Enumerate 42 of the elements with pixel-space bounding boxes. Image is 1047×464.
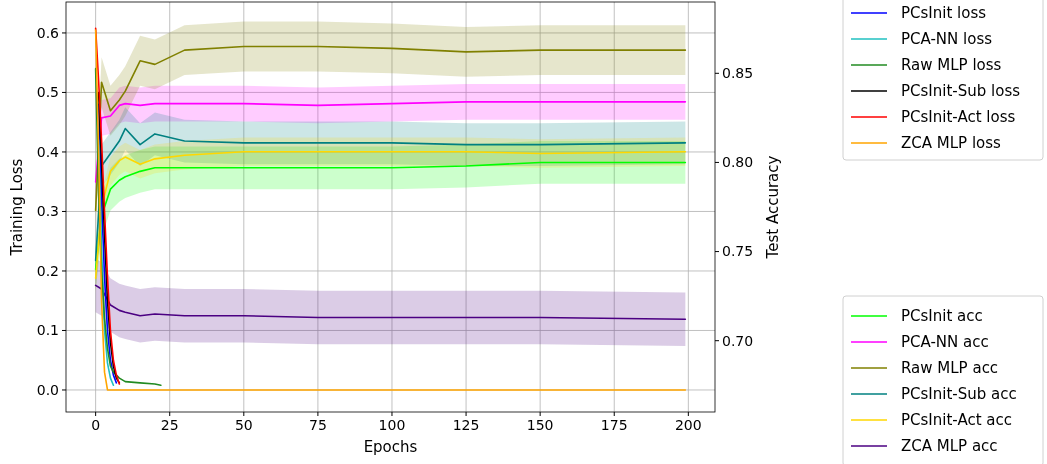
legend-label: PCsInit-Act loss [901,108,1016,127]
x-tick-label: 50 [234,417,253,433]
line-series [94,45,687,212]
x-tick-label: 125 [452,417,480,433]
y-tick-label: 0.2 [36,262,59,279]
y-tick-label: 0.6 [36,24,60,41]
y-tick-label: 0.1 [36,322,59,339]
legend-label: PCsInit loss [901,4,987,23]
line-series [94,127,687,262]
x-tick-label: 150 [526,417,554,433]
y2-axis-title: Test Accuracy [764,155,782,260]
legend-label: ZCA MLP acc [901,437,998,456]
y-axis-title: Training Loss [8,158,26,257]
legend-label: PCsInit-Sub acc [901,385,1017,404]
x-tick-label: 100 [378,417,406,433]
line-series [94,29,687,391]
line-series [94,161,687,271]
y2-tick-label: 0.70 [722,332,754,349]
legend-label: PCsInit-Sub loss [901,82,1021,101]
x-tick-label: 0 [91,417,101,433]
x-axis-title: Epochs [363,438,418,456]
legend-label: PCsInit-Act acc [901,411,1012,430]
legend-label: PCA-NN loss [901,30,993,49]
line-series [94,27,121,385]
y-tick-label: 0.0 [36,381,59,398]
legend-label: Raw MLP loss [901,56,1002,75]
y-tick-label: 0.5 [36,84,59,101]
x-tick-label: 25 [160,417,179,433]
y-tick-label: 0.3 [36,203,59,220]
x-tick-label: 200 [674,417,702,433]
legend-label: PCA-NN acc [901,333,989,352]
y2-tick-label: 0.75 [722,243,754,260]
line-series [94,284,687,321]
y-tick-label: 0.4 [36,143,60,160]
legend-label: Raw MLP acc [901,359,999,378]
x-tick-label: 175 [600,417,628,433]
y2-tick-label: 0.85 [722,65,754,82]
line-series [94,101,687,183]
legend-label: ZCA MLP loss [901,134,1002,153]
y2-tick-label: 0.80 [722,154,754,171]
x-tick-label: 75 [308,417,327,433]
legend-label: PCsInit acc [901,307,983,326]
